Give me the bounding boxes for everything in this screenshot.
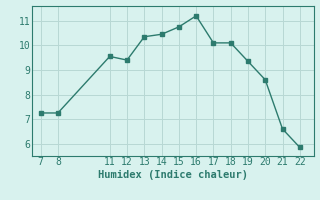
X-axis label: Humidex (Indice chaleur): Humidex (Indice chaleur) — [98, 170, 248, 180]
